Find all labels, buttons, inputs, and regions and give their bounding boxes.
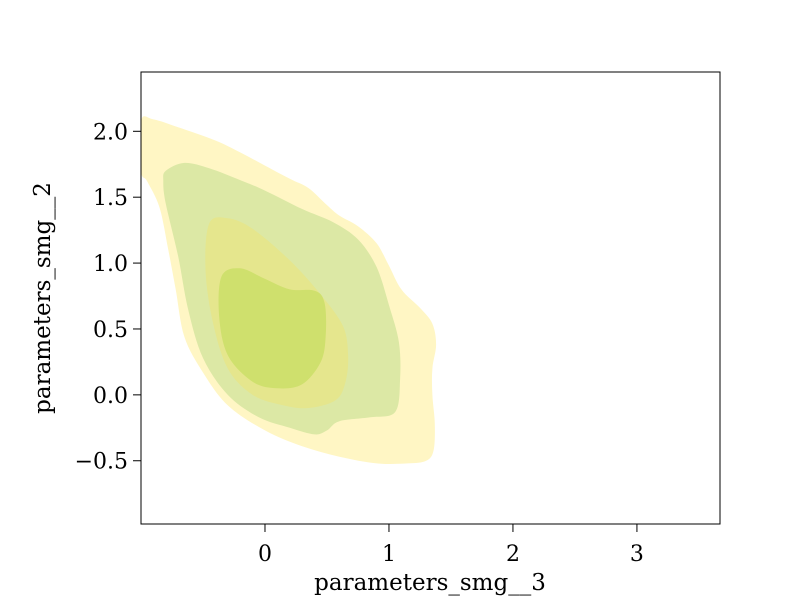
x-tick-label: 3 xyxy=(630,542,644,567)
y-tick-label: 0.0 xyxy=(93,384,128,409)
y-tick-label: 2.0 xyxy=(93,120,128,145)
y-tick-label: 1.0 xyxy=(93,252,128,277)
x-tick-label: 2 xyxy=(506,542,520,567)
x-tick-label: 0 xyxy=(258,542,272,567)
contour-inner xyxy=(218,268,327,389)
y-axis-label: parameters_smg__2 xyxy=(30,182,56,414)
plot-area xyxy=(140,71,721,525)
plot-frame xyxy=(140,71,721,525)
x-axis-ticks: 0 1 2 3 xyxy=(258,524,644,567)
y-tick-label: −0.5 xyxy=(75,450,128,475)
y-tick-label: 1.5 xyxy=(93,186,128,211)
x-axis-label: parameters_smg__3 xyxy=(314,570,546,596)
y-axis-ticks: −0.5 0.0 0.5 1.0 1.5 2.0 xyxy=(75,120,141,475)
x-tick-label: 1 xyxy=(382,542,396,567)
y-tick-label: 0.5 xyxy=(93,318,128,343)
